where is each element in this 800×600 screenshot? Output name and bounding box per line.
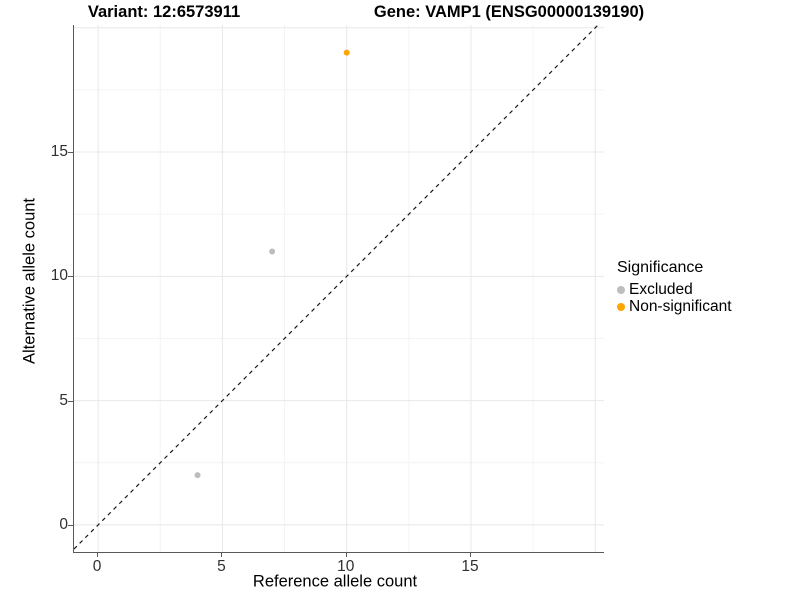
y-axis-tick-label: 5 bbox=[59, 391, 68, 409]
legend-item-non-significant: Non-significant bbox=[617, 298, 732, 315]
plot-panel bbox=[73, 25, 604, 553]
non-significant-dot-icon bbox=[617, 302, 625, 311]
x-axis-tick-mark bbox=[97, 552, 99, 557]
x-axis-tick-label: 10 bbox=[337, 558, 355, 575]
x-axis-tick-label: 5 bbox=[217, 558, 226, 575]
y-axis-title: Alternative allele count bbox=[20, 197, 39, 365]
y-axis-tick-label: 0 bbox=[59, 515, 68, 533]
data-point-excluded bbox=[194, 472, 201, 479]
y-axis-tick-mark bbox=[68, 276, 73, 278]
y-axis-tick-mark bbox=[68, 524, 73, 526]
y-axis-tick-mark bbox=[68, 400, 73, 402]
y-axis-tick-mark bbox=[68, 152, 73, 154]
variant-title: Variant: 12:6573911 bbox=[87, 3, 241, 21]
legend-item-label: Non-significant bbox=[629, 297, 732, 315]
legend-title: Significance bbox=[617, 259, 704, 276]
legend-item-excluded: Excluded bbox=[617, 281, 732, 298]
data-point-non-significant bbox=[343, 49, 350, 56]
x-axis-tick-mark bbox=[470, 552, 471, 557]
excluded-dot-icon bbox=[617, 285, 625, 294]
y-axis-tick-label: 10 bbox=[50, 267, 68, 285]
y-axis-tick-label: 15 bbox=[50, 143, 68, 161]
legend-item-label: Excluded bbox=[629, 280, 693, 298]
identity-reference-line bbox=[74, 25, 599, 550]
x-axis-tick-mark bbox=[345, 552, 347, 557]
x-axis-tick-label: 15 bbox=[461, 558, 479, 575]
x-axis-title: Reference allele count bbox=[252, 572, 418, 591]
legend: Significance Excluded Non-significant bbox=[617, 259, 732, 315]
plot-area bbox=[74, 25, 604, 552]
gene-title: Gene: VAMP1 (ENSG00000139190) bbox=[373, 3, 645, 21]
data-point-excluded bbox=[269, 248, 276, 255]
x-axis-tick-mark bbox=[221, 552, 223, 557]
x-axis-tick-label: 0 bbox=[92, 558, 102, 575]
